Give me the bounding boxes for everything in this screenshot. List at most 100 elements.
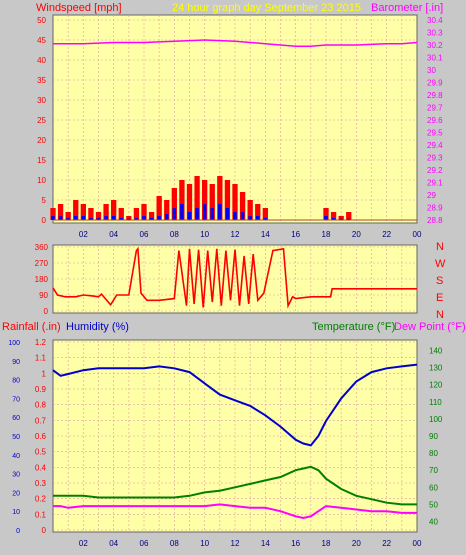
wind-tick-label: 0 [42,216,47,225]
wind-bar [88,208,94,220]
rain-tick-label: 0 [42,526,47,535]
barometer-tick-label: 30.2 [427,41,443,50]
wind-tick-label: 30 [37,96,46,105]
wind-bar [126,216,132,220]
avg-wind-bar [263,218,268,220]
temperature-tick-label: 50 [429,500,438,509]
avg-wind-bar [180,204,184,220]
barometer-tick-label: 29.4 [427,141,443,150]
humidity-tick-label: 50 [12,434,20,441]
humidity-label: Humidity (%) [66,321,129,333]
barometer-tick-label: 29.6 [427,116,443,125]
avg-wind-bar [346,218,351,220]
barometer-tick-label: 29.7 [427,104,443,113]
temperature-tick-label: 70 [429,466,438,475]
avg-wind-bar [157,216,161,220]
temperature-label: Temperature (°F) [312,321,395,333]
wind-bar [346,212,352,220]
temperature-tick-label: 120 [429,381,443,390]
temperature-tick-label: 80 [429,449,438,458]
temperature-tick-label: 140 [429,347,443,356]
rain-tick-label: 0.6 [35,432,47,441]
direction-tick-label: 270 [35,259,49,268]
wind-tick-label: 5 [42,196,47,205]
wind-bar [164,200,170,220]
humidity-series [52,363,418,447]
wind-bar [133,208,140,220]
x-tick-label: 02 [79,539,88,548]
rain-tick-label: 0.7 [35,416,47,425]
avg-wind-bar [134,218,139,220]
avg-wind-bar [149,218,154,220]
avg-wind-bar [255,216,260,220]
x-tick-label: 12 [231,230,240,239]
wind-bar [73,200,79,220]
rain-tick-label: 0.4 [35,463,47,472]
x-tick-label: 18 [322,230,331,239]
barometer-tick-label: 29.8 [427,91,443,100]
humidity-tick-label: 40 [12,453,20,460]
wind-bar [179,180,185,220]
x-tick-label: 04 [109,230,118,239]
compass-s: S [436,275,443,287]
wind-bar [239,192,246,220]
wind-bar [95,212,102,220]
temperature-tick-label: 90 [429,432,438,441]
x-tick-label: 14 [261,230,270,239]
avg-wind-bar [187,212,192,220]
avg-wind-bar [172,208,177,220]
compass-n-top: N [436,241,444,253]
wind-tick-label: 40 [37,56,46,65]
x-tick-label: 08 [170,230,179,239]
barometer-tick-label: 29 [427,191,436,200]
rain-tick-label: 1 [42,369,47,378]
wind-bar [209,184,215,220]
wind-bar [323,208,329,220]
temperature-tick-label: 40 [429,517,438,526]
barometer-tick-label: 30.4 [427,16,443,25]
barometer-tick-label: 29.2 [427,166,443,175]
wind-bar [247,200,253,220]
x-tick-label: 10 [200,539,209,548]
barometer-tick-label: 30 [427,66,436,75]
dewpoint-series [53,503,417,520]
avg-wind-bar [51,216,55,220]
temperature-tick-label: 110 [429,398,442,407]
avg-wind-bar [164,214,169,220]
rain-tick-label: 0.3 [35,479,47,488]
avg-wind-bar [339,218,343,220]
compass-e: E [436,292,443,304]
wind-bar [202,180,208,220]
avg-wind-bar [202,204,207,220]
barometer-tick-label: 29.3 [427,154,443,163]
barometer-series [53,39,418,47]
compass-labels: N W S E N [435,241,446,321]
wind-bar [338,216,344,220]
temperature-tick-label: 100 [429,415,443,424]
graph-title: 24 hour graph day September 23 2015 [172,2,361,14]
wind-tick-label: 45 [37,36,46,45]
avg-wind-bar [96,218,101,220]
x-tick-label: 14 [261,539,270,548]
wind-bar [186,184,193,220]
wind-bar [330,212,337,220]
barometer-tick-label: 28.8 [427,216,443,225]
humidity-tick-label: 100 [8,340,20,347]
x-tick-label: 16 [291,230,300,239]
wind-bar [118,208,124,220]
avg-wind-bar [331,218,336,220]
temperature-tick-label: 130 [429,364,443,373]
x-tick-label: 06 [140,230,149,239]
avg-wind-bar [89,218,93,220]
wind-tick-label: 35 [37,76,46,85]
humidity-tick-label: 70 [12,396,20,403]
avg-wind-bar [142,216,146,220]
x-tick-label: 00 [413,539,422,548]
wind-bar [171,188,177,220]
x-tick-label: 18 [322,539,331,548]
direction-tick-label: 90 [39,291,48,300]
barometer-tick-label: 29.1 [427,179,443,188]
avg-wind-bar [111,216,116,220]
humidity-tick-label: 20 [12,490,20,497]
